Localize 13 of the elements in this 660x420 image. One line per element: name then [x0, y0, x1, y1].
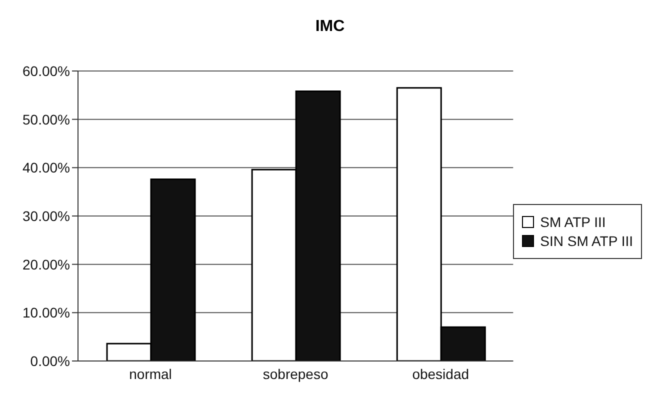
y-tick-label: 20.00%: [22, 256, 70, 272]
x-tick-label: obesidad: [412, 366, 470, 382]
y-tick-label: 50.00%: [22, 111, 70, 128]
legend-label: SM ATP III: [540, 214, 606, 230]
y-tick-label: 10.00%: [22, 304, 70, 321]
chart-title: IMC: [314, 18, 346, 36]
y-tick-label: 40.00%: [22, 160, 70, 176]
x-tick-label: normal: [129, 366, 172, 382]
y-tick-label: 60.00%: [22, 62, 70, 79]
y-tick-label: 0.00%: [30, 352, 70, 369]
x-tick-label: sobrepeso: [262, 366, 328, 382]
y-tick-label: 30.00%: [22, 208, 70, 224]
legend-label: SIN SM ATP III: [540, 232, 633, 248]
